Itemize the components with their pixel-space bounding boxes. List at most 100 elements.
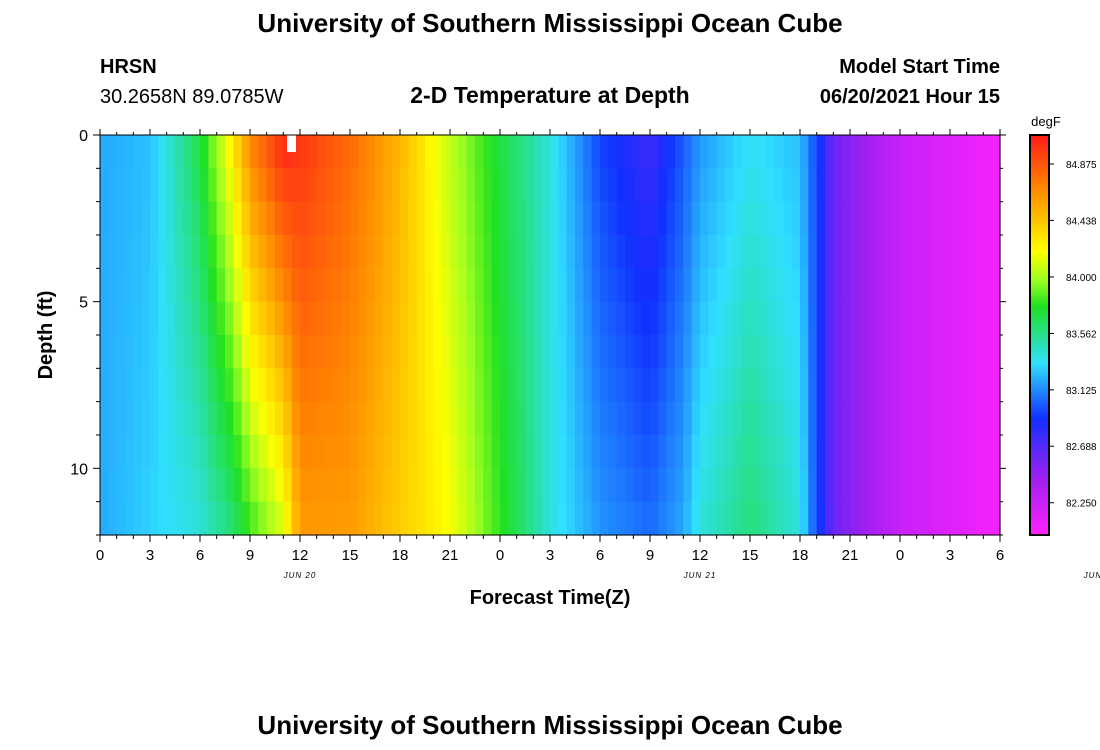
heatmap-cell	[391, 301, 401, 336]
heatmap-cell	[983, 301, 993, 336]
heatmap-cell	[858, 235, 868, 269]
heatmap-cell	[983, 201, 993, 236]
heatmap-cell	[541, 401, 551, 436]
heatmap-cell	[358, 435, 368, 469]
heatmap-cell	[108, 235, 118, 269]
heatmap-cell	[891, 468, 901, 503]
heatmap-cell	[241, 401, 251, 436]
heatmap-cell	[500, 468, 509, 503]
heatmap-cell	[783, 335, 793, 369]
heatmap-cell	[883, 201, 893, 236]
heatmap-cell	[150, 368, 159, 403]
heatmap-cell	[133, 368, 143, 403]
heatmap-cell	[941, 501, 951, 536]
heatmap-cell	[100, 501, 109, 536]
x-tick-label: 15	[742, 547, 759, 564]
heatmap-cell	[891, 368, 901, 403]
heatmap-cell	[258, 468, 268, 503]
heatmap-cell	[366, 135, 376, 169]
heatmap-cell	[650, 401, 659, 436]
heatmap-cell	[358, 135, 368, 169]
heatmap-cell	[425, 268, 434, 303]
heatmap-cell	[891, 501, 901, 536]
heatmap-cell	[491, 335, 501, 369]
heatmap-cell	[150, 168, 159, 203]
heatmap-cell	[500, 201, 509, 236]
heatmap-cell	[741, 435, 751, 469]
heatmap-cell	[500, 368, 509, 403]
heatmap-cell	[308, 368, 318, 403]
heatmap-cell	[675, 201, 684, 236]
heatmap-cell	[816, 401, 826, 436]
heatmap-cell	[416, 501, 426, 536]
heatmap-cell	[691, 435, 701, 469]
heatmap-cell	[366, 301, 376, 336]
heatmap-cell	[116, 235, 126, 269]
heatmap-cell	[983, 368, 993, 403]
heatmap-cell	[216, 201, 226, 236]
heatmap-cell	[591, 201, 601, 236]
heatmap-cell	[325, 468, 334, 503]
heatmap-cell	[516, 201, 526, 236]
heatmap-cell	[883, 435, 893, 469]
heatmap-cell	[808, 468, 818, 503]
heatmap-cell	[866, 368, 876, 403]
heatmap-cell	[433, 368, 443, 403]
heatmap-cell	[791, 168, 801, 203]
heatmap-cell	[750, 435, 759, 469]
heatmap-cell	[808, 268, 818, 303]
heatmap-cells	[100, 135, 1001, 536]
heatmap-cell	[741, 268, 751, 303]
heatmap-cell	[700, 368, 709, 403]
heatmap-cell	[375, 168, 384, 203]
heatmap-cell	[550, 401, 559, 436]
heatmap-cell	[833, 135, 843, 169]
heatmap-cell	[800, 468, 809, 503]
heatmap-cell	[291, 435, 301, 469]
heatmap-cell	[741, 368, 751, 403]
heatmap-cell	[591, 468, 601, 503]
heatmap-cell	[175, 435, 184, 469]
heatmap-cell	[575, 368, 584, 403]
heatmap-cell	[308, 201, 318, 236]
heatmap-cell	[841, 368, 851, 403]
heatmap-cell	[283, 468, 293, 503]
heatmap-cell	[308, 335, 318, 369]
heatmap-cell	[775, 335, 784, 369]
heatmap-cell	[858, 135, 868, 169]
heatmap-cell	[491, 135, 501, 169]
heatmap-cell	[141, 235, 151, 269]
x-tick-label: 12	[292, 547, 309, 564]
heatmap-cell	[833, 435, 843, 469]
heatmap-cell	[608, 168, 618, 203]
heatmap-cell	[416, 368, 426, 403]
heatmap-cell	[391, 268, 401, 303]
heatmap-cell	[908, 468, 918, 503]
heatmap-cell	[166, 268, 176, 303]
heatmap-cell	[550, 368, 559, 403]
heatmap-cell	[591, 135, 601, 169]
heatmap-cell	[141, 301, 151, 336]
heatmap-cell	[950, 268, 959, 303]
heatmap-cell	[691, 168, 701, 203]
heatmap-cell	[683, 235, 693, 269]
heatmap-cell	[716, 468, 726, 503]
heatmap-cell	[133, 135, 143, 169]
heatmap-cell	[383, 501, 393, 536]
heatmap-cell	[166, 301, 176, 336]
heatmap-cell	[908, 135, 918, 169]
heatmap-cell	[708, 301, 718, 336]
heatmap-cell	[166, 168, 176, 203]
heatmap-cell	[708, 135, 718, 169]
heatmap-cell	[291, 368, 301, 403]
heatmap-cell	[533, 168, 543, 203]
heatmap-cell	[383, 201, 393, 236]
heatmap-cell	[650, 368, 659, 403]
heatmap-cell	[816, 435, 826, 469]
heatmap-cell	[300, 435, 309, 469]
heatmap-cell	[341, 201, 351, 236]
heatmap-cell	[683, 401, 693, 436]
heatmap-cell	[983, 501, 993, 536]
heatmap-cell	[983, 268, 993, 303]
heatmap-cell	[316, 335, 326, 369]
